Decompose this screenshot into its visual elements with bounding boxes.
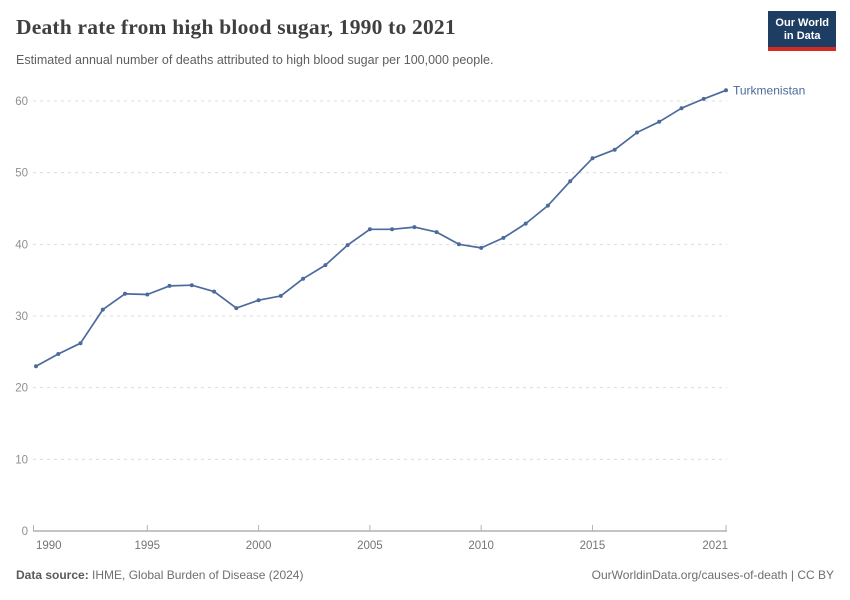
data-point[interactable] <box>234 306 239 311</box>
data-point[interactable] <box>545 203 550 208</box>
data-point[interactable] <box>278 293 283 298</box>
data-point[interactable] <box>657 119 662 124</box>
x-axis-label: 2021 <box>702 540 728 552</box>
x-axis-label: 1995 <box>134 540 160 552</box>
owid-logo-line1: Our World <box>775 17 829 29</box>
data-point[interactable] <box>100 307 105 312</box>
data-point[interactable] <box>679 106 684 111</box>
x-axis-label: 2015 <box>580 540 606 552</box>
chart-subtitle: Estimated annual number of deaths attrib… <box>16 53 494 67</box>
data-point[interactable] <box>212 289 217 294</box>
y-axis-label: 40 <box>15 239 28 251</box>
x-axis-label: 2010 <box>468 540 494 552</box>
data-point[interactable] <box>123 291 127 296</box>
x-axis-label: 1990 <box>36 540 62 552</box>
data-point[interactable] <box>479 245 484 250</box>
data-point[interactable] <box>568 179 573 184</box>
data-point[interactable] <box>78 341 83 346</box>
data-source: Data source: IHME, Global Burden of Dise… <box>16 568 303 582</box>
data-point[interactable] <box>612 147 617 152</box>
data-point[interactable] <box>189 283 194 288</box>
data-source-label: Data source: <box>16 568 89 582</box>
data-point[interactable] <box>412 225 417 230</box>
page-title: Death rate from high blood sugar, 1990 t… <box>16 15 456 39</box>
chart-header: Death rate from high blood sugar, 1990 t… <box>16 15 834 67</box>
data-line-turkmenistan[interactable] <box>35 89 727 368</box>
data-point[interactable] <box>367 227 372 232</box>
data-point[interactable] <box>145 292 150 297</box>
data-point[interactable] <box>456 242 461 247</box>
data-point[interactable] <box>523 221 528 226</box>
y-axis-label: 60 <box>15 96 28 108</box>
data-point[interactable] <box>167 283 172 288</box>
data-point[interactable] <box>390 227 395 232</box>
data-point[interactable] <box>635 130 639 135</box>
owid-logo-line2: in Data <box>783 30 821 42</box>
data-point[interactable] <box>323 263 328 268</box>
data-point[interactable] <box>56 352 61 356</box>
x-axis-label: 2000 <box>246 540 272 552</box>
y-axis-label: 20 <box>15 383 28 395</box>
data-point[interactable] <box>434 230 439 235</box>
y-axis-label: 50 <box>15 168 28 180</box>
data-source-text: IHME, Global Burden of Disease (2024) <box>88 568 304 582</box>
owid-logo: Our World in Data <box>768 11 836 51</box>
data-point[interactable] <box>256 298 261 303</box>
series-label-turkmenistan[interactable]: Turkmenistan <box>733 83 805 97</box>
y-axis-label: 30 <box>15 311 28 323</box>
chart-footer: Data source: IHME, Global Burden of Dise… <box>16 568 834 582</box>
chart-svg: 0 10 20 30 40 50 60 1990 1995 2000 2005 2010 2015 202… <box>15 83 805 552</box>
y-axis-label: 10 <box>15 454 28 466</box>
data-point[interactable] <box>724 88 728 93</box>
y-axis-label: 0 <box>22 526 28 538</box>
credit-link[interactable]: OurWorldinData.org/causes-of-death | CC … <box>591 568 834 582</box>
data-point[interactable] <box>345 243 350 248</box>
data-point[interactable] <box>701 96 706 101</box>
data-point[interactable] <box>301 276 306 281</box>
data-point[interactable] <box>501 235 506 240</box>
data-point[interactable] <box>590 156 595 161</box>
line-chart: 0 10 20 30 40 50 60 1990 1995 2000 2005 2010 2015 202… <box>0 80 850 558</box>
data-point[interactable] <box>34 364 38 369</box>
x-axis-label: 2005 <box>357 540 383 552</box>
